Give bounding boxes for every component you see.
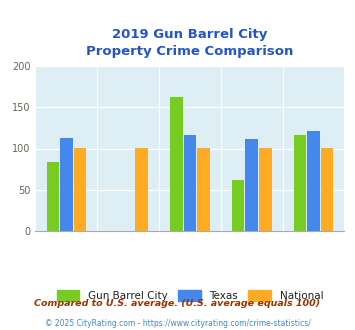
- Bar: [232, 180, 244, 231]
- Title: 2019 Gun Barrel City
Property Crime Comparison: 2019 Gun Barrel City Property Crime Comp…: [86, 28, 294, 58]
- Bar: [245, 139, 258, 231]
- Bar: [294, 135, 306, 231]
- Bar: [184, 135, 196, 231]
- Bar: [74, 148, 86, 231]
- Bar: [60, 138, 73, 231]
- Text: Compared to U.S. average. (U.S. average equals 100): Compared to U.S. average. (U.S. average …: [34, 299, 321, 308]
- Bar: [321, 148, 333, 231]
- Legend: Gun Barrel City, Texas, National: Gun Barrel City, Texas, National: [53, 286, 327, 305]
- Bar: [259, 148, 272, 231]
- Bar: [136, 148, 148, 231]
- Text: © 2025 CityRating.com - https://www.cityrating.com/crime-statistics/: © 2025 CityRating.com - https://www.city…: [45, 319, 310, 328]
- Bar: [307, 131, 320, 231]
- Bar: [170, 96, 182, 231]
- Bar: [47, 162, 59, 231]
- Bar: [197, 148, 210, 231]
